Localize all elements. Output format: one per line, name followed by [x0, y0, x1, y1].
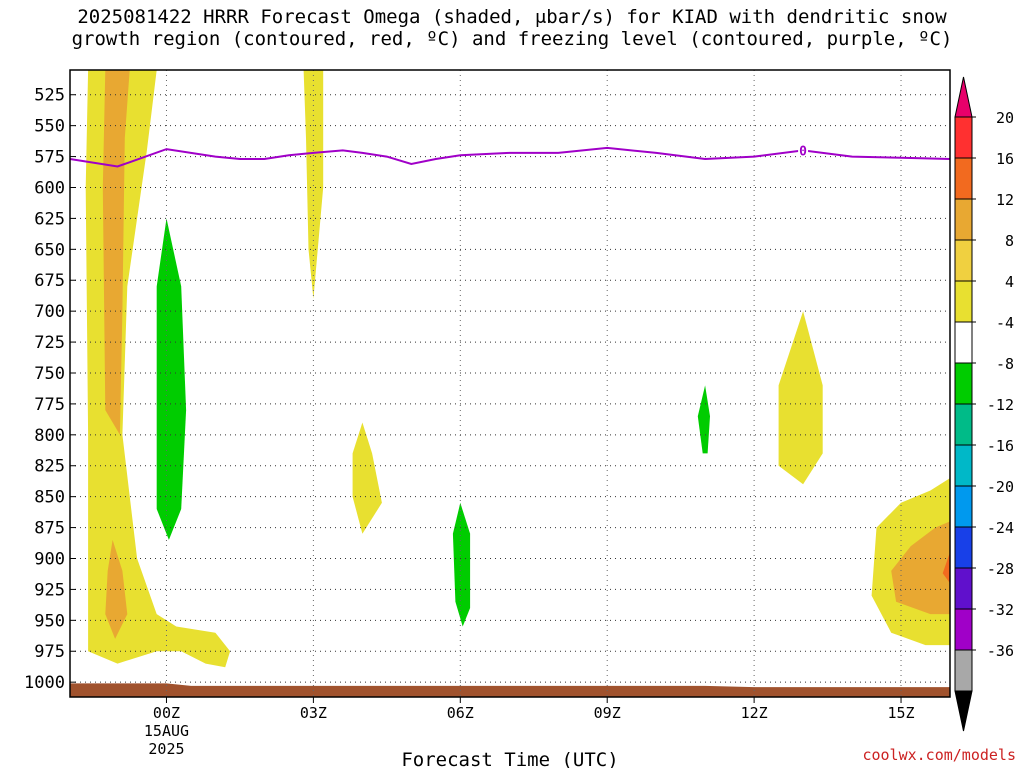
colorbar-label-7: -12: [987, 396, 1014, 414]
colorbar-box-1: [954, 157, 973, 200]
colorbar-box-12: [954, 608, 973, 651]
chart-gridlines: [70, 70, 950, 697]
y-tick-label-825: 825: [34, 457, 65, 477]
y-tick-label-1000: 1000: [24, 673, 65, 693]
colorbar-box-6: [954, 362, 973, 405]
colorbar-box-2: [954, 198, 973, 241]
shaded-region-3: [303, 70, 324, 299]
y-tick-label-775: 775: [34, 395, 65, 415]
x-tick-sublabel-date: 15AUG: [144, 722, 189, 740]
colorbar-arrow-bottom: [954, 690, 973, 732]
colorbar-arrow-top: [954, 76, 973, 118]
colorbar-label-11: -28: [987, 560, 1014, 578]
colorbar-box-4: [954, 280, 973, 323]
y-tick-label-625: 625: [34, 209, 65, 229]
y-tick-label-550: 550: [34, 117, 65, 137]
y-tick-label-675: 675: [34, 271, 65, 291]
colorbar-label-13: -36: [987, 642, 1014, 660]
shaded-region-4: [352, 422, 382, 534]
y-tick-label-800: 800: [34, 426, 65, 446]
shaded-region-10: [452, 502, 471, 627]
y-tick-label-650: 650: [34, 240, 65, 260]
colorbar-box-3: [954, 239, 973, 282]
colorbar-label-9: -20: [987, 478, 1014, 496]
colorbar-label-0: 20: [996, 109, 1014, 127]
chart-title-line1: 2025081422 HRRR Forecast Omega (shaded, …: [77, 6, 947, 28]
freezing-level-contour: 0: [69, 143, 951, 168]
x-tick-label-15Z: 15Z: [887, 704, 914, 722]
y-tick-label-750: 750: [34, 364, 65, 384]
shaded-region-1: [102, 70, 130, 435]
colorbar-box-0: [954, 116, 973, 159]
x-tick-label-09Z: 09Z: [594, 704, 621, 722]
colorbar-box-9: [954, 485, 973, 528]
colorbar-label-6: -8: [996, 355, 1014, 373]
y-tick-label-900: 900: [34, 549, 65, 569]
colorbar-box-13: [954, 649, 973, 692]
freezing-level-label: 0: [799, 144, 807, 159]
freezing-level-label-bg: [798, 143, 809, 157]
colorbar-box-7: [954, 403, 973, 446]
x-tick-label-06Z: 06Z: [447, 704, 474, 722]
colorbar-box-8: [954, 444, 973, 487]
y-tick-label-575: 575: [34, 148, 65, 168]
freezing-level-line: [69, 146, 951, 168]
chart-title: 2025081422 HRRR Forecast Omega (shaded, …: [0, 6, 1024, 50]
plot-frame: [69, 69, 951, 698]
colorbar-label-4: 4: [1005, 273, 1014, 291]
y-tick-label-875: 875: [34, 519, 65, 539]
x-tick-label-12Z: 12Z: [741, 704, 768, 722]
y-tick-label-600: 600: [34, 178, 65, 198]
y-tick-label-850: 850: [34, 488, 65, 508]
shaded-region-2: [105, 539, 128, 639]
shaded-region-12: [70, 683, 950, 697]
shaded-region-7: [891, 521, 950, 615]
omega-shaded-areas: [70, 70, 950, 697]
colorbar-label-2: 12: [996, 191, 1014, 209]
y-tick-label-725: 725: [34, 333, 65, 353]
colorbar-label-10: -24: [987, 519, 1014, 537]
x-tick-label-00Z: 00Z: [153, 704, 180, 722]
y-axis: 525 550 575 600 625 650 675 700 725 750 775 800 825 8…: [24, 86, 76, 693]
colorbar-label-8: -16: [987, 437, 1014, 455]
shaded-region-9: [156, 218, 187, 540]
site-credit: coolwx.com/models: [862, 746, 1016, 764]
colorbar-label-12: -32: [987, 601, 1014, 619]
shaded-region-11: [697, 385, 710, 454]
colorbar-label-1: 16: [996, 150, 1014, 168]
x-tick-label-03Z: 03Z: [300, 704, 327, 722]
colorbar-label-3: 8: [1005, 232, 1014, 250]
y-tick-label-975: 975: [34, 642, 65, 662]
shaded-region-8: [942, 552, 950, 584]
colorbar-label-5: -4: [996, 314, 1014, 332]
colorbar-box-5: [954, 321, 973, 364]
x-tick-sublabel-year: 2025: [148, 740, 184, 758]
colorbar-box-10: [954, 526, 973, 569]
y-tick-label-950: 950: [34, 611, 65, 631]
y-tick-label-525: 525: [34, 86, 65, 106]
chart-title-line2: growth region (contoured, red, ºC) and f…: [71, 28, 953, 50]
colorbar-box-11: [954, 567, 973, 610]
shaded-region-5: [778, 311, 823, 485]
y-tick-label-700: 700: [34, 302, 65, 322]
colorbar: 20 16 12 8 4 -4 -8 -12 -16 -20 -24 -28 -32 -36: [954, 76, 1014, 732]
x-axis-label: Forecast Time (UTC): [401, 749, 618, 768]
y-tick-label-925: 925: [34, 580, 65, 600]
